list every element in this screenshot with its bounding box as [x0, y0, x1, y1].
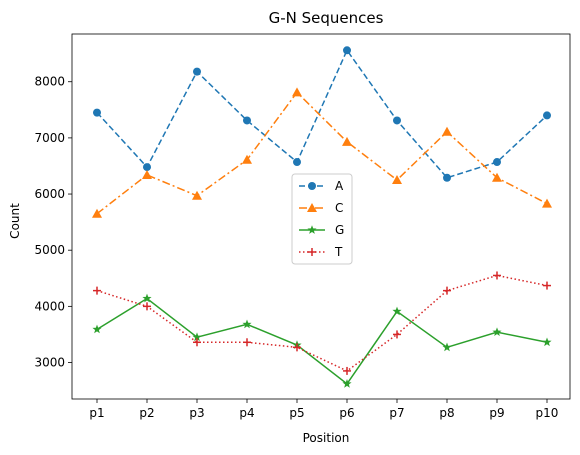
- legend-marker-c: [307, 203, 317, 212]
- legend-marker-t: [308, 248, 316, 256]
- x-tick-label: p2: [139, 406, 154, 420]
- x-tick-label: p7: [389, 406, 404, 420]
- data-point-c: [342, 136, 352, 146]
- data-point-c: [392, 175, 402, 184]
- data-point-c: [542, 198, 552, 208]
- legend-frame: [291, 173, 353, 265]
- series-line-c: [96, 91, 548, 215]
- y-tick-label: 6000: [34, 187, 65, 201]
- data-point-t: [243, 338, 251, 347]
- data-point-t: [93, 286, 101, 295]
- data-point-a: [143, 163, 151, 172]
- legend-label-t: T: [334, 245, 343, 259]
- x-tick-label: p4: [239, 406, 254, 420]
- series-line-t: [96, 274, 548, 372]
- legend-label-a: A: [335, 179, 344, 193]
- data-point-a: [243, 116, 251, 125]
- y-tick-label: 3000: [34, 356, 65, 370]
- data-point-g: [542, 337, 552, 347]
- legend-marker-g: [307, 225, 317, 234]
- data-point-a: [443, 173, 451, 182]
- data-point-c: [492, 172, 502, 182]
- data-point-t: [343, 366, 351, 375]
- data-point-a: [393, 116, 401, 125]
- data-point-a: [493, 158, 501, 167]
- y-axis-label: Count: [8, 203, 22, 239]
- data-point-a: [93, 108, 101, 117]
- data-point-c: [142, 169, 152, 179]
- data-point-t: [493, 271, 501, 280]
- data-point-t: [393, 330, 401, 339]
- data-point-c: [292, 87, 302, 97]
- y-tick-label: 4000: [34, 299, 65, 313]
- data-point-a: [293, 158, 301, 167]
- series-line-g: [96, 297, 548, 385]
- x-tick-label: p9: [489, 406, 504, 420]
- data-point-c: [92, 208, 102, 218]
- data-point-t: [143, 302, 151, 311]
- data-point-a: [193, 67, 201, 76]
- data-point-g: [142, 293, 152, 303]
- data-point-g: [442, 342, 452, 352]
- x-tick-label: p3: [189, 406, 204, 420]
- x-tick-label: p8: [439, 406, 454, 420]
- data-point-g: [192, 332, 202, 342]
- data-point-c: [442, 126, 452, 136]
- legend-marker-a: [308, 182, 316, 190]
- x-axis-label: Position: [303, 431, 350, 445]
- data-point-c: [242, 154, 252, 164]
- axes-frame: [71, 33, 571, 400]
- data-point-g: [342, 379, 352, 388]
- data-point-g: [92, 324, 102, 334]
- y-tick-label: 5000: [34, 243, 65, 257]
- data-point-t: [293, 343, 301, 352]
- x-tick-label: p6: [339, 406, 354, 420]
- data-point-g: [492, 327, 502, 337]
- x-tick-label: p10: [536, 406, 559, 420]
- x-tick-label: p1: [89, 406, 104, 420]
- chart-title: G-N Sequences: [269, 9, 384, 27]
- data-point-t: [193, 338, 201, 347]
- data-point-c: [192, 190, 202, 200]
- series-line-a: [96, 48, 548, 179]
- data-point-a: [343, 46, 351, 55]
- data-point-t: [543, 281, 551, 290]
- y-tick-label: 8000: [34, 75, 65, 89]
- plot-area: p1 p2 p3 p4 p5 p6 p7 p8 p9 p10 3000 4000 5000 6000 700…: [34, 33, 571, 420]
- data-point-g: [242, 319, 252, 329]
- data-point-a: [543, 111, 551, 120]
- y-tick-label: 7000: [34, 131, 65, 145]
- data-point-g: [392, 306, 402, 316]
- legend-label-c: C: [335, 201, 343, 215]
- x-tick-label: p5: [289, 406, 304, 420]
- data-point-t: [443, 286, 451, 295]
- legend-label-g: G: [335, 223, 344, 237]
